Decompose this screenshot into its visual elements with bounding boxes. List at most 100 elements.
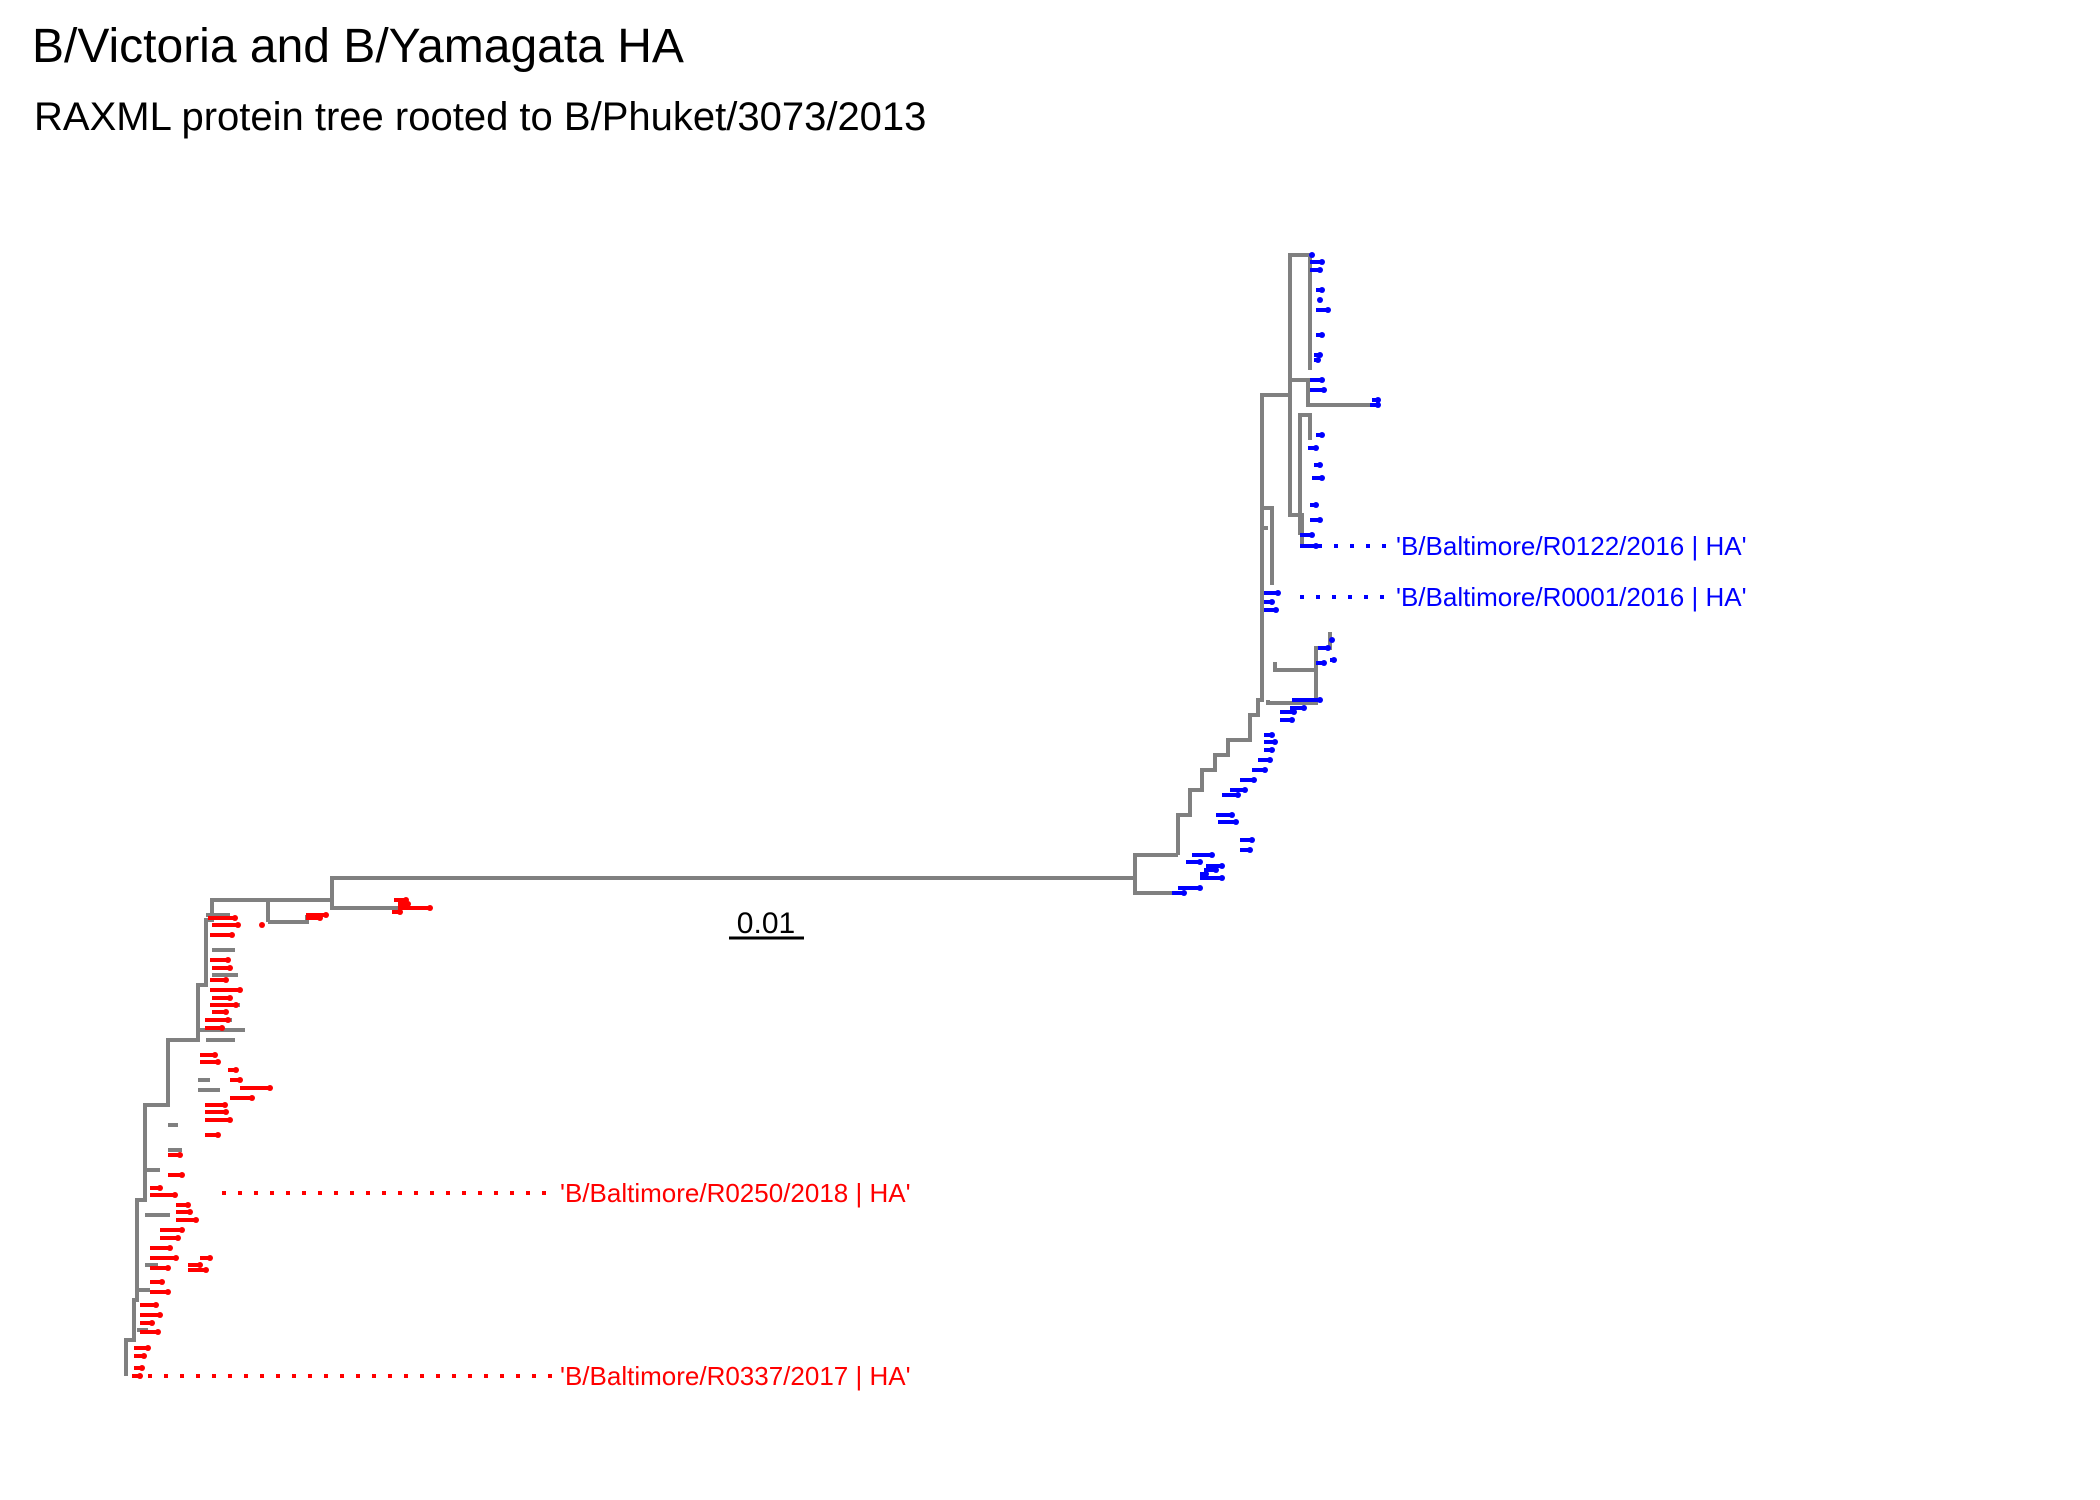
- tip-node-marker: [155, 1329, 161, 1335]
- tip-node-marker: [207, 1255, 213, 1261]
- tip-node-marker: [223, 977, 229, 983]
- tip-node-marker: [139, 1365, 145, 1371]
- tip-node-marker: [175, 1235, 181, 1241]
- tip-node-marker: [227, 965, 233, 971]
- tip-node-marker: [1197, 885, 1203, 891]
- tip-node-marker: [1317, 697, 1323, 703]
- scale-bar-label: 0.01: [737, 907, 795, 940]
- tip-node-marker: [232, 915, 238, 921]
- tip-node-marker: [1317, 462, 1323, 468]
- tip-node-marker: [173, 1255, 179, 1261]
- tip-node-marker: [1375, 397, 1381, 403]
- branch-yamagata-subclade-c: [1266, 662, 1318, 705]
- tip-node-marker: [1313, 502, 1319, 508]
- tip-node-marker: [222, 1102, 228, 1108]
- branch-yamagata-subclade-b: [1260, 506, 1274, 585]
- figure-title: B/Victoria and B/Yamagata HA: [32, 20, 684, 73]
- tip-node-marker: [197, 1262, 203, 1268]
- tip-node-marker: [193, 1217, 199, 1223]
- tip-node-marker: [1291, 709, 1297, 715]
- tip-node-marker: [167, 1245, 173, 1251]
- branch-yamagata-top: [1288, 253, 1312, 380]
- tip-label-r0122: 'B/Baltimore/R0122/2016 | HA': [1396, 531, 1747, 561]
- tip-node-marker: [397, 909, 403, 915]
- tip-node-marker: [1219, 863, 1225, 869]
- tip-node-marker: [1319, 332, 1325, 338]
- tip-label-r0001: 'B/Baltimore/R0001/2016 | HA': [1396, 582, 1747, 612]
- tree-tips: [132, 252, 1381, 1379]
- tip-node-marker: [1321, 387, 1327, 393]
- backbone-root-to-yamagata: [268, 876, 1178, 902]
- tip-node-marker: [1331, 657, 1337, 663]
- tip-node-marker: [233, 1067, 239, 1073]
- tip-node-marker: [1317, 352, 1323, 358]
- tip-node-marker: [1269, 599, 1275, 605]
- tip-node-marker: [1301, 705, 1307, 711]
- tip-node-marker: [227, 995, 233, 1001]
- tip-node-marker: [1317, 297, 1323, 303]
- tip-node-marker: [1319, 432, 1325, 438]
- tip-node-marker: [227, 1117, 233, 1123]
- tip-node-marker: [1319, 475, 1325, 481]
- tip-node-marker: [219, 1025, 225, 1031]
- tip-node-marker: [145, 1345, 151, 1351]
- tip-node-marker: [1375, 402, 1381, 408]
- tip-node-marker: [223, 1009, 229, 1015]
- tip-node-marker: [212, 1052, 218, 1058]
- tip-node-marker: [1309, 532, 1315, 538]
- tip-node-marker: [323, 912, 329, 918]
- tip-node-marker: [1269, 732, 1275, 738]
- tip-node-marker: [185, 1202, 191, 1208]
- tip-node-marker: [427, 905, 433, 911]
- tip-node-marker: [237, 1077, 243, 1083]
- tip-node-marker: [1325, 645, 1331, 651]
- tip-node-marker: [1219, 875, 1225, 881]
- tip-node-marker: [149, 1320, 155, 1326]
- tip-label-r0337: 'B/Baltimore/R0337/2017 | HA': [560, 1361, 911, 1391]
- tip-node-marker: [1247, 847, 1253, 853]
- branch-yamagata-base: [1133, 853, 1178, 878]
- tip-node-marker: [1321, 660, 1327, 666]
- tip-node-marker: [1181, 890, 1187, 896]
- tip-node-marker: [1319, 287, 1325, 293]
- tip-node-marker: [153, 1302, 159, 1308]
- tip-node-marker: [1325, 307, 1331, 313]
- tip-node-marker: [1203, 871, 1209, 877]
- tip-node-marker: [1242, 787, 1248, 793]
- tip-node-marker: [1269, 747, 1275, 753]
- tip-node-marker: [1273, 607, 1279, 613]
- branch-yamagata-subclade-f: [1298, 413, 1312, 535]
- tip-node-marker: [1329, 637, 1335, 643]
- tip-node-marker: [1275, 590, 1281, 596]
- tip-node-marker: [1313, 445, 1319, 451]
- tip-node-marker: [165, 1289, 171, 1295]
- tip-node-marker: [233, 1002, 239, 1008]
- tip-node-marker: [157, 1185, 163, 1191]
- tip-node-marker: [223, 1109, 229, 1115]
- tip-node-marker: [237, 987, 243, 993]
- tip-node-marker: [159, 1279, 165, 1285]
- backbone-yamagata-stem: [1176, 393, 1290, 855]
- tip-node-marker: [1229, 812, 1235, 818]
- scale-bar: 0.01: [729, 907, 804, 940]
- tip-node-marker: [215, 1132, 221, 1138]
- tip-node-marker: [179, 1172, 185, 1178]
- tip-node-marker: [1262, 767, 1268, 773]
- tip-label-r0250: 'B/Baltimore/R0250/2018 | HA': [560, 1178, 911, 1208]
- tip-node-marker: [225, 957, 231, 963]
- tip-node-marker: [405, 901, 411, 907]
- tip-node-marker: [1289, 717, 1295, 723]
- tip-node-marker: [1233, 819, 1239, 825]
- tip-node-marker: [141, 1353, 147, 1359]
- tip-node-marker: [215, 1059, 221, 1065]
- tip-node-marker: [1267, 757, 1273, 763]
- tip-node-marker: [179, 1227, 185, 1233]
- branch-yamagata-mid: [1260, 526, 1268, 700]
- tip-node-marker: [1209, 852, 1215, 858]
- tip-node-marker: [259, 922, 265, 928]
- tip-node-marker: [1317, 267, 1323, 273]
- tip-node-marker: [1272, 739, 1278, 745]
- tip-node-marker: [187, 1209, 193, 1215]
- tip-node-marker: [1197, 859, 1203, 865]
